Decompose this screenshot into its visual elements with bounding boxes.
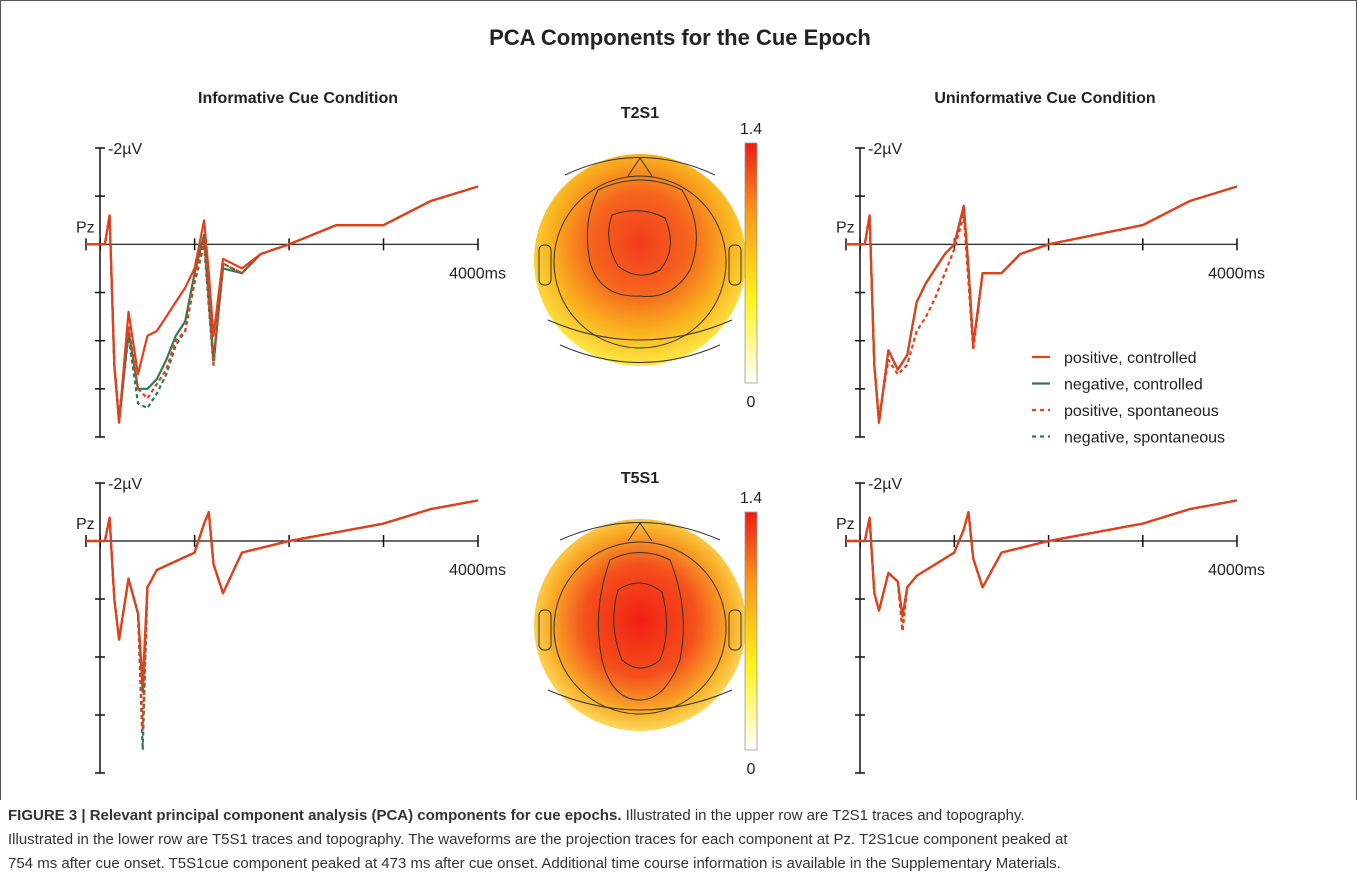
waveform <box>846 499 1238 618</box>
x-tick-label: 4000ms <box>449 562 506 579</box>
caption-text: Illustrated in the lower row are T5S1 tr… <box>8 831 1068 848</box>
x-tick-label: 4000ms <box>449 265 506 282</box>
waveform <box>846 499 1238 632</box>
caption-heading: FIGURE 3 | Relevant principal component … <box>8 807 622 824</box>
figure-title: PCA Components for the Cue Epoch <box>489 25 871 50</box>
topomap <box>534 154 746 366</box>
x-tick-label: 4000ms <box>1208 562 1265 579</box>
caption-text: 754 ms after cue onset. T5S1cue componen… <box>8 855 1061 872</box>
legend-label: positive, spontaneous <box>1064 403 1219 420</box>
topomap <box>534 519 746 731</box>
colorbar-tick-label: 0 <box>747 394 756 411</box>
electrode-label: Pz <box>836 516 855 533</box>
figure: PCA Components for the Cue Epoch Informa… <box>0 0 1357 800</box>
condition-title: Informative Cue Condition <box>198 90 398 107</box>
waveform <box>86 185 479 424</box>
colorbar <box>744 142 758 384</box>
topo-label: T5S1 <box>621 470 659 487</box>
colorbar-tick-label: 1.4 <box>740 121 762 138</box>
caption: FIGURE 3 | Relevant principal component … <box>8 804 1353 828</box>
electrode-label: Pz <box>76 219 95 236</box>
electrode-label: Pz <box>76 516 95 533</box>
colorbar-tick-label: 1.4 <box>740 490 762 507</box>
topo-label: T2S1 <box>621 105 659 122</box>
colorbar-tick-label: 0 <box>747 761 756 778</box>
x-tick-label: 4000ms <box>1208 265 1265 282</box>
y-tick-label: -2µV <box>868 141 902 158</box>
caption-text: Illustrated in the upper row are T2S1 tr… <box>621 807 1025 824</box>
legend-label: negative, spontaneous <box>1064 430 1225 447</box>
waveform <box>86 499 479 685</box>
y-tick-label: -2µV <box>108 141 142 158</box>
electrode-label: Pz <box>836 219 855 236</box>
waveform <box>86 185 479 419</box>
waveform <box>846 499 1238 632</box>
legend-label: negative, controlled <box>1064 377 1203 394</box>
y-tick-label: -2µV <box>868 476 902 493</box>
waveform <box>86 499 479 731</box>
condition-title: Uninformative Cue Condition <box>934 90 1155 107</box>
waveform <box>86 185 479 424</box>
legend-label: positive, controlled <box>1064 350 1197 367</box>
colorbar <box>744 511 758 751</box>
y-tick-label: -2µV <box>108 476 142 493</box>
waveform <box>846 185 1238 424</box>
waveform <box>86 185 479 419</box>
